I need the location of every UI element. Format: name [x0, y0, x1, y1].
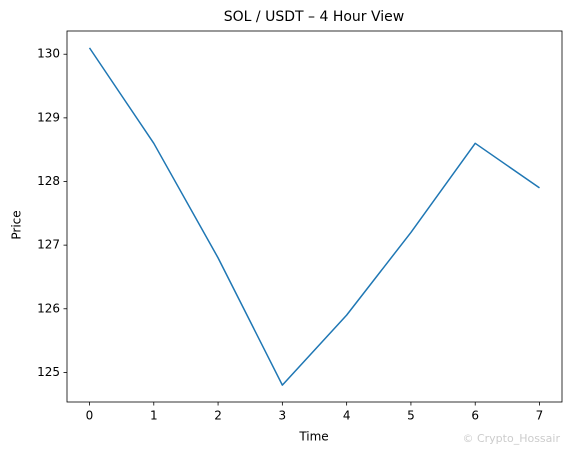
x-tick-label: 4 [343, 409, 351, 423]
plot-frame [66, 30, 563, 403]
y-tick-label: 126 [37, 301, 60, 315]
y-tick-label: 128 [37, 174, 60, 188]
x-tick-label: 5 [407, 409, 415, 423]
x-tick-label: 1 [150, 409, 158, 423]
x-tick-label: 7 [536, 409, 544, 423]
chart-title: SOL / USDT – 4 Hour View [224, 9, 404, 25]
y-tick-label: 130 [37, 47, 60, 61]
x-tick-label: 0 [86, 409, 94, 423]
y-axis-label: Price [10, 210, 24, 239]
y-tick-label: 127 [37, 238, 60, 252]
x-tick-label: 3 [279, 409, 287, 423]
x-tick-label: 6 [471, 409, 479, 423]
y-tick-label: 129 [37, 110, 60, 124]
y-tick-label: 125 [37, 365, 60, 379]
watermark: © Crypto_Hossair [462, 432, 560, 445]
line-series [88, 47, 540, 386]
x-axis-label: Time [298, 430, 328, 444]
x-tick-label: 2 [214, 409, 222, 423]
